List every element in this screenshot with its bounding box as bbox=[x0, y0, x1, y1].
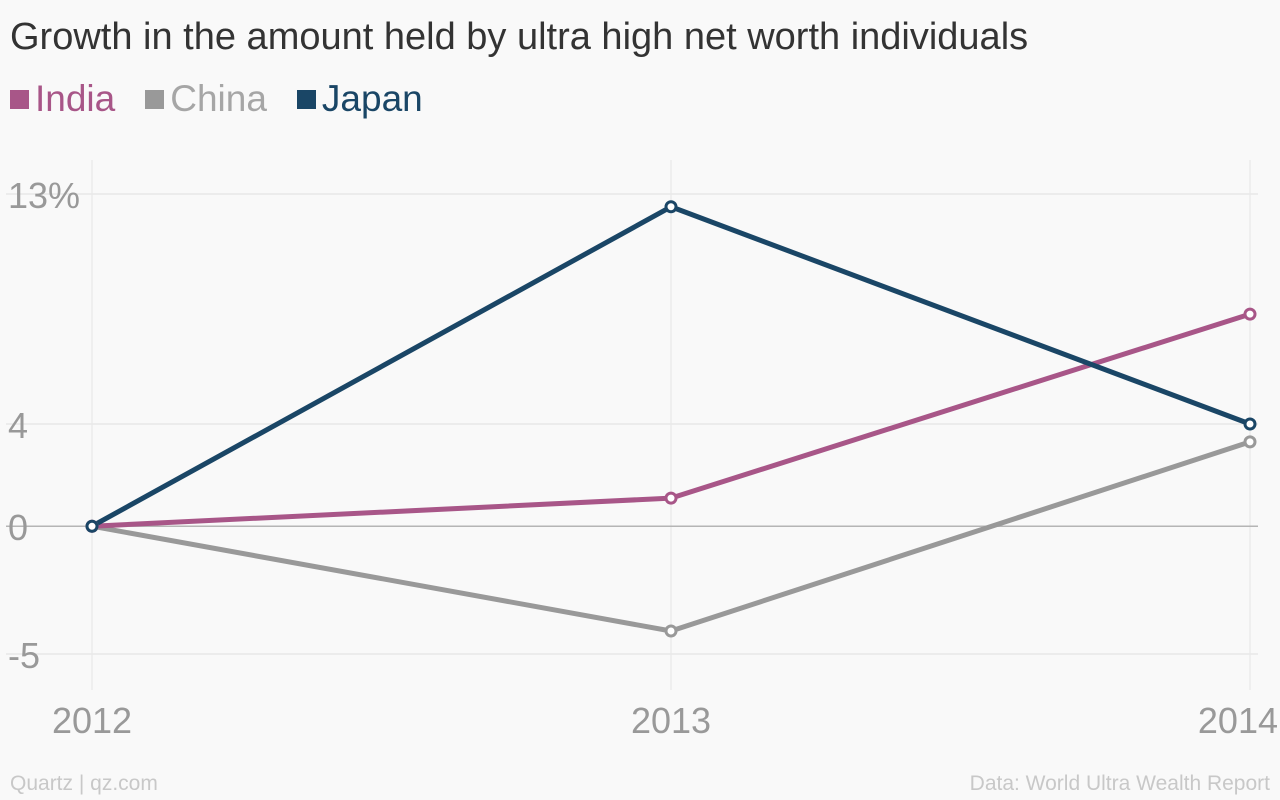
data-point-india-2014 bbox=[1243, 307, 1257, 321]
legend-swatch-india bbox=[10, 89, 29, 109]
y-tick-label: 13% bbox=[8, 175, 80, 216]
data-point-china-2014 bbox=[1243, 435, 1257, 449]
source-credit: Quartz | qz.com bbox=[10, 772, 158, 795]
legend-item-india: India bbox=[10, 76, 115, 122]
legend-item-china: China bbox=[145, 76, 267, 122]
legend-label-japan: Japan bbox=[321, 78, 423, 119]
data-point-japan-2012 bbox=[85, 519, 99, 533]
legend-label-china: China bbox=[170, 78, 267, 119]
y-tick-label: 0 bbox=[8, 507, 28, 548]
x-tick-label: 2013 bbox=[631, 700, 711, 741]
data-point-india-2013 bbox=[664, 491, 678, 505]
legend-item-japan: Japan bbox=[296, 76, 423, 122]
legend: India China Japan bbox=[10, 76, 453, 122]
data-source: Data: World Ultra Wealth Report bbox=[969, 772, 1270, 795]
data-point-japan-2013 bbox=[664, 200, 678, 214]
legend-label-india: India bbox=[35, 78, 116, 119]
x-tick-label: 2014 bbox=[1198, 700, 1278, 741]
legend-swatch-japan bbox=[296, 89, 316, 109]
x-tick-label: 2012 bbox=[52, 700, 132, 741]
data-point-china-2013 bbox=[664, 624, 678, 638]
legend-swatch-china bbox=[145, 89, 165, 109]
data-point-japan-2014 bbox=[1243, 417, 1257, 431]
y-tick-label: -5 bbox=[8, 635, 40, 676]
y-tick-label: 4 bbox=[8, 405, 28, 446]
chart-title: Growth in the amount held by ultra high … bbox=[10, 16, 1029, 58]
